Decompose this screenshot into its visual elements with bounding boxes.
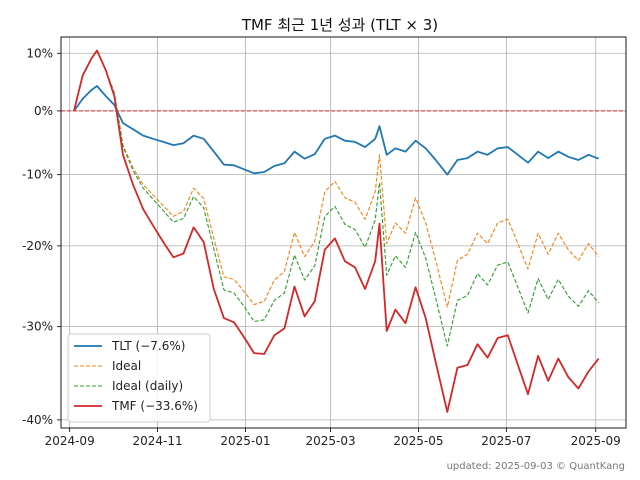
- x-tick-label: 2025-01: [220, 434, 270, 448]
- y-tick-label: 0%: [34, 104, 53, 118]
- y-tick-label: -20%: [22, 239, 53, 253]
- legend-label: Ideal: [112, 359, 141, 373]
- x-tick-label: 2024-09: [45, 434, 95, 448]
- chart-title: TMF 최근 1년 성과 (TLT × 3): [241, 16, 438, 34]
- y-tick-label: -40%: [22, 413, 53, 427]
- series-line-1: [73, 49, 600, 308]
- x-tick-label: 2025-07: [481, 434, 531, 448]
- footer-note: updated: 2025-09-03 © QuantKang: [447, 461, 625, 472]
- y-tick-label: 10%: [26, 46, 53, 60]
- series-group: [73, 49, 600, 413]
- series-line-2: [73, 49, 600, 347]
- series-line-0: [73, 85, 599, 176]
- y-axis: 10% 0% -10% -20% -30% -40%: [22, 46, 61, 427]
- x-tick-label: 2025-09: [571, 434, 621, 448]
- legend-box: [67, 333, 211, 423]
- legend-label: Ideal (daily): [112, 379, 183, 393]
- legend-label: TMF (−33.6%): [111, 399, 198, 413]
- x-tick-label: 2025-03: [305, 434, 355, 448]
- y-tick-label: -10%: [22, 168, 53, 182]
- x-tick-label: 2025-05: [393, 434, 443, 448]
- x-axis: 2024-09 2024-11 2025-01 2025-03 2025-05 2025-…: [45, 428, 621, 448]
- plot-frame: [60, 36, 627, 429]
- x-tick-label: 2024-11: [132, 434, 182, 448]
- legend: TLT (−7.6%) Ideal Ideal (daily) TMF (−33.6%…: [67, 333, 211, 423]
- series-line-3: [73, 49, 600, 413]
- y-tick-label: -30%: [22, 320, 53, 334]
- legend-label: TLT (−7.6%): [111, 339, 185, 353]
